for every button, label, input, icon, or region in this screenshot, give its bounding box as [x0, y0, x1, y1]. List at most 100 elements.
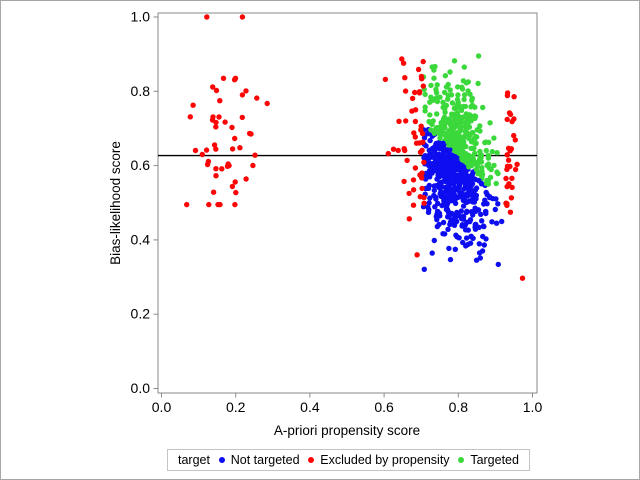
data-point: [426, 152, 433, 158]
data-point: [229, 183, 236, 190]
data-point: [484, 201, 490, 207]
data-point: [494, 150, 500, 156]
x-axis-title: A-priori propensity score: [274, 423, 420, 438]
data-point: [417, 194, 423, 200]
data-point: [455, 99, 461, 106]
data-point: [431, 67, 437, 73]
data-point: [401, 146, 407, 152]
data-point: [232, 135, 238, 142]
data-point: [409, 95, 416, 102]
data-point: [460, 239, 466, 246]
legend-entry-label: Not targeted: [230, 453, 300, 467]
data-point: [460, 203, 467, 209]
data-point: [434, 82, 440, 88]
data-point: [204, 14, 210, 20]
data-point: [419, 175, 425, 181]
data-point: [410, 202, 417, 208]
data-point: [495, 201, 501, 207]
data-point: [461, 114, 467, 120]
data-point: [233, 189, 239, 196]
data-point: [485, 152, 492, 159]
data-point: [422, 108, 428, 114]
data-point: [459, 222, 466, 228]
data-point: [463, 131, 469, 137]
data-point: [461, 92, 468, 98]
data-point: [445, 226, 451, 232]
data-point: [489, 219, 495, 225]
data-point: [419, 185, 425, 192]
data-point: [493, 220, 500, 226]
data-point: [506, 110, 513, 116]
data-point: [418, 171, 425, 177]
data-point: [489, 148, 495, 155]
data-point: [412, 134, 418, 140]
data-point: [435, 172, 441, 179]
data-point: [429, 170, 435, 176]
data-point: [483, 210, 489, 217]
data-point: [462, 227, 469, 233]
data-point: [512, 137, 518, 143]
data-point: [514, 161, 520, 167]
data-point: [463, 126, 469, 133]
data-point: [491, 162, 497, 169]
data-point: [243, 88, 249, 94]
data-point: [421, 266, 427, 272]
data-point: [459, 163, 465, 169]
data-point: [217, 201, 223, 208]
data-point: [220, 75, 227, 82]
data-point: [213, 119, 219, 126]
data-point: [427, 195, 433, 201]
data-point: [431, 187, 437, 194]
data-point: [448, 198, 454, 204]
data-point: [426, 200, 432, 206]
data-point: [199, 151, 205, 158]
data-point: [451, 123, 458, 129]
data-point: [436, 165, 443, 172]
data-point: [401, 178, 407, 185]
data-point: [400, 60, 407, 66]
data-point: [431, 237, 437, 244]
data-point: [508, 195, 515, 201]
data-point: [437, 213, 443, 219]
data-point: [452, 187, 459, 193]
data-point: [505, 157, 512, 163]
y-tick-label: 0.8: [131, 83, 151, 99]
legend-entry-label: Excluded by propensity: [320, 453, 450, 467]
data-point: [433, 182, 440, 189]
data-point: [434, 208, 441, 215]
legend-entry-1: Excluded by propensity: [308, 453, 450, 467]
data-point: [458, 208, 464, 214]
data-point: [449, 100, 456, 106]
data-point: [395, 147, 401, 154]
data-point: [418, 73, 425, 80]
data-point: [442, 73, 449, 79]
data-point: [473, 185, 480, 191]
data-point: [264, 100, 270, 107]
data-point: [476, 250, 483, 256]
data-point: [461, 64, 467, 70]
data-point: [473, 196, 479, 202]
data-point: [448, 211, 454, 217]
data-point: [434, 111, 440, 117]
data-point: [433, 157, 439, 163]
data-point: [441, 178, 447, 184]
data-point: [475, 80, 481, 87]
data-point: [442, 106, 448, 112]
data-point: [239, 114, 245, 121]
data-point: [217, 98, 223, 104]
data-point: [440, 140, 446, 146]
data-point: [412, 107, 419, 113]
data-point: [422, 153, 428, 159]
data-point: [454, 178, 460, 185]
data-point: [411, 130, 417, 136]
data-point: [483, 139, 489, 145]
data-point: [455, 92, 461, 98]
data-point: [243, 176, 249, 182]
data-point: [466, 164, 472, 170]
y-tick-label: 1.0: [131, 9, 151, 25]
data-point: [487, 120, 493, 126]
data-point: [435, 144, 441, 150]
x-axis-tick-labels: 0.0 0.2 0.4 0.6 0.8 1.0: [152, 399, 543, 415]
data-point: [477, 153, 483, 159]
legend-marker-icon: [458, 457, 465, 463]
